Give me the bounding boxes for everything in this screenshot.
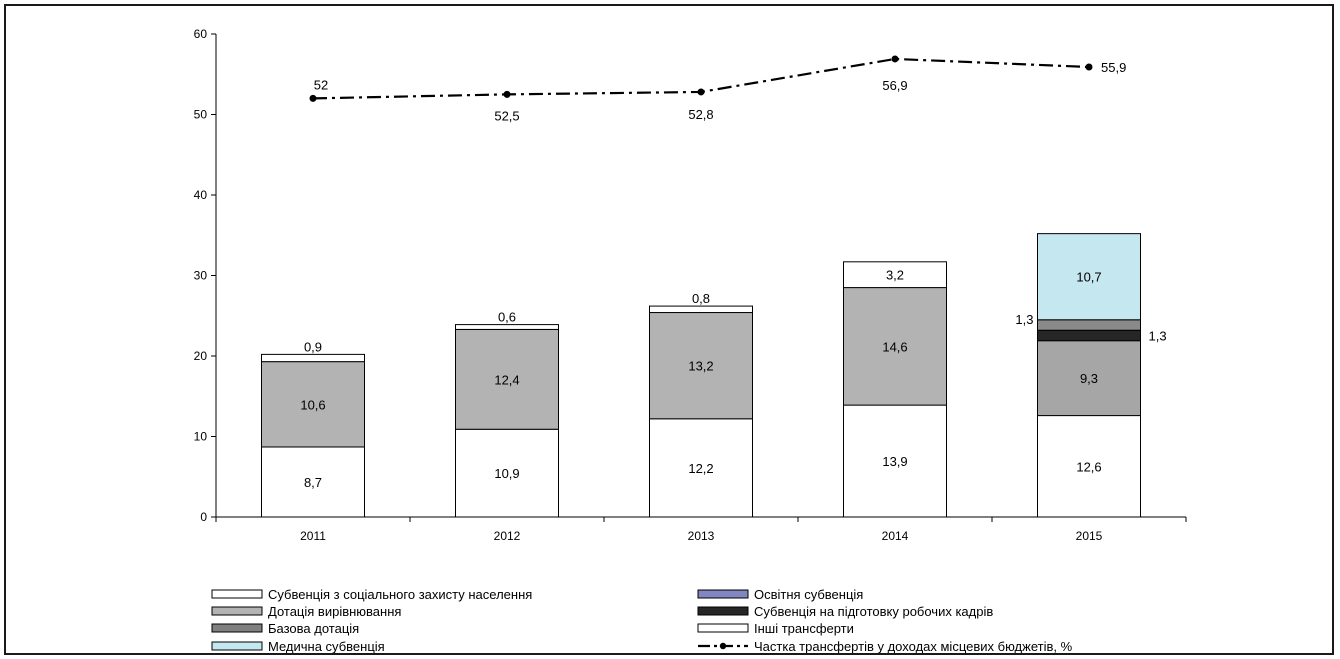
chart-frame: 0 10 20 30 40 50 60 2011 2012 2013 2014 2015 8,7 10,9… bbox=[4, 4, 1334, 655]
bar-data-label: 12,2 bbox=[688, 461, 713, 476]
x-tick-label: 2013 bbox=[688, 529, 715, 543]
line-point bbox=[697, 88, 705, 96]
line-point bbox=[309, 94, 317, 102]
bar-segment bbox=[1037, 415, 1141, 518]
line-data-label: 52 bbox=[314, 77, 328, 92]
bar-data-label: 12,4 bbox=[494, 372, 519, 387]
bar-segment bbox=[1037, 319, 1141, 331]
legend-label: Субвенція з соціального захисту населенн… bbox=[268, 587, 532, 602]
bar-segment bbox=[649, 418, 753, 518]
legend-label: Частка трансфертів у доходах місцевих бю… bbox=[754, 639, 1073, 653]
legend-swatch bbox=[697, 606, 749, 616]
bar-segment bbox=[455, 324, 559, 330]
y-tick-label: 30 bbox=[194, 269, 208, 283]
bar-segment bbox=[455, 428, 559, 518]
x-tick-label: 2011 bbox=[300, 529, 326, 543]
bar-segment bbox=[843, 261, 947, 289]
legend-swatch bbox=[211, 623, 263, 633]
bar-segment bbox=[649, 305, 753, 314]
bar-segment bbox=[843, 287, 947, 406]
bar-data-label: 9,3 bbox=[1080, 371, 1098, 386]
line-data-label: 55,9 bbox=[1101, 60, 1126, 75]
bar-data-label: 10,6 bbox=[300, 397, 325, 412]
line-point bbox=[503, 90, 511, 98]
line-data-label: 56,9 bbox=[882, 78, 907, 93]
bar-data-label: 0,6 bbox=[498, 310, 516, 325]
y-tick-label: 40 bbox=[194, 188, 208, 202]
legend-swatch bbox=[211, 641, 263, 651]
chart-svg: 0 10 20 30 40 50 60 2011 2012 2013 2014 2015 8,7 10,9… bbox=[194, 27, 1187, 653]
bar-segment bbox=[843, 404, 947, 518]
bar-data-label: 0,9 bbox=[304, 339, 322, 354]
bar-segment bbox=[261, 446, 365, 518]
legend-label: Освітня субвенція bbox=[754, 587, 863, 602]
bar-segment bbox=[649, 312, 753, 420]
y-tick-label: 60 bbox=[194, 27, 208, 41]
x-tick-label: 2015 bbox=[1076, 529, 1103, 543]
legend-label: Інші трансферти bbox=[754, 621, 854, 636]
legend-label: Базова дотація bbox=[268, 621, 359, 636]
bar-segment bbox=[261, 361, 365, 448]
legend-line-marker bbox=[719, 642, 727, 650]
y-tick-label: 10 bbox=[194, 430, 208, 444]
y-tick-label: 20 bbox=[194, 349, 208, 363]
y-tick-label: 50 bbox=[194, 108, 208, 122]
bar-segment bbox=[1037, 233, 1141, 321]
bar-segment bbox=[1037, 340, 1141, 417]
bar-data-label: 1,3 bbox=[1149, 328, 1167, 343]
legend-swatch bbox=[697, 589, 749, 599]
y-tick-label: 0 bbox=[200, 510, 207, 524]
bar-segment bbox=[1037, 329, 1141, 342]
x-tick-label: 2012 bbox=[494, 529, 521, 543]
bar-data-label: 0,8 bbox=[692, 291, 710, 306]
legend-label: Медична субвенція bbox=[268, 639, 385, 653]
line-point bbox=[1085, 63, 1093, 71]
line-data-label: 52,8 bbox=[688, 107, 713, 122]
bar-data-label: 13,9 bbox=[882, 454, 907, 469]
bar-data-label: 8,7 bbox=[304, 475, 322, 490]
legend-swatch bbox=[211, 589, 263, 599]
legend-swatch bbox=[697, 623, 749, 633]
x-tick-label: 2014 bbox=[882, 529, 909, 543]
bar-data-label: 10,7 bbox=[1076, 270, 1101, 285]
bar-data-label: 10,9 bbox=[494, 466, 519, 481]
bar-data-label: 13,2 bbox=[688, 359, 713, 374]
bar-data-label: 14,6 bbox=[882, 339, 907, 354]
line-point bbox=[891, 55, 899, 63]
line-data-label: 52,5 bbox=[494, 108, 519, 123]
legend-swatch bbox=[211, 606, 263, 616]
bar-segment bbox=[261, 353, 365, 363]
legend-label: Субвенція на підготовку робочих кадрів bbox=[754, 604, 993, 619]
bar-data-label: 12,6 bbox=[1076, 459, 1101, 474]
legend-label: Дотація вирівнювання bbox=[268, 604, 401, 619]
bar-data-label: 3,2 bbox=[886, 268, 904, 283]
bar-data-label: 1,3 bbox=[1015, 312, 1033, 327]
